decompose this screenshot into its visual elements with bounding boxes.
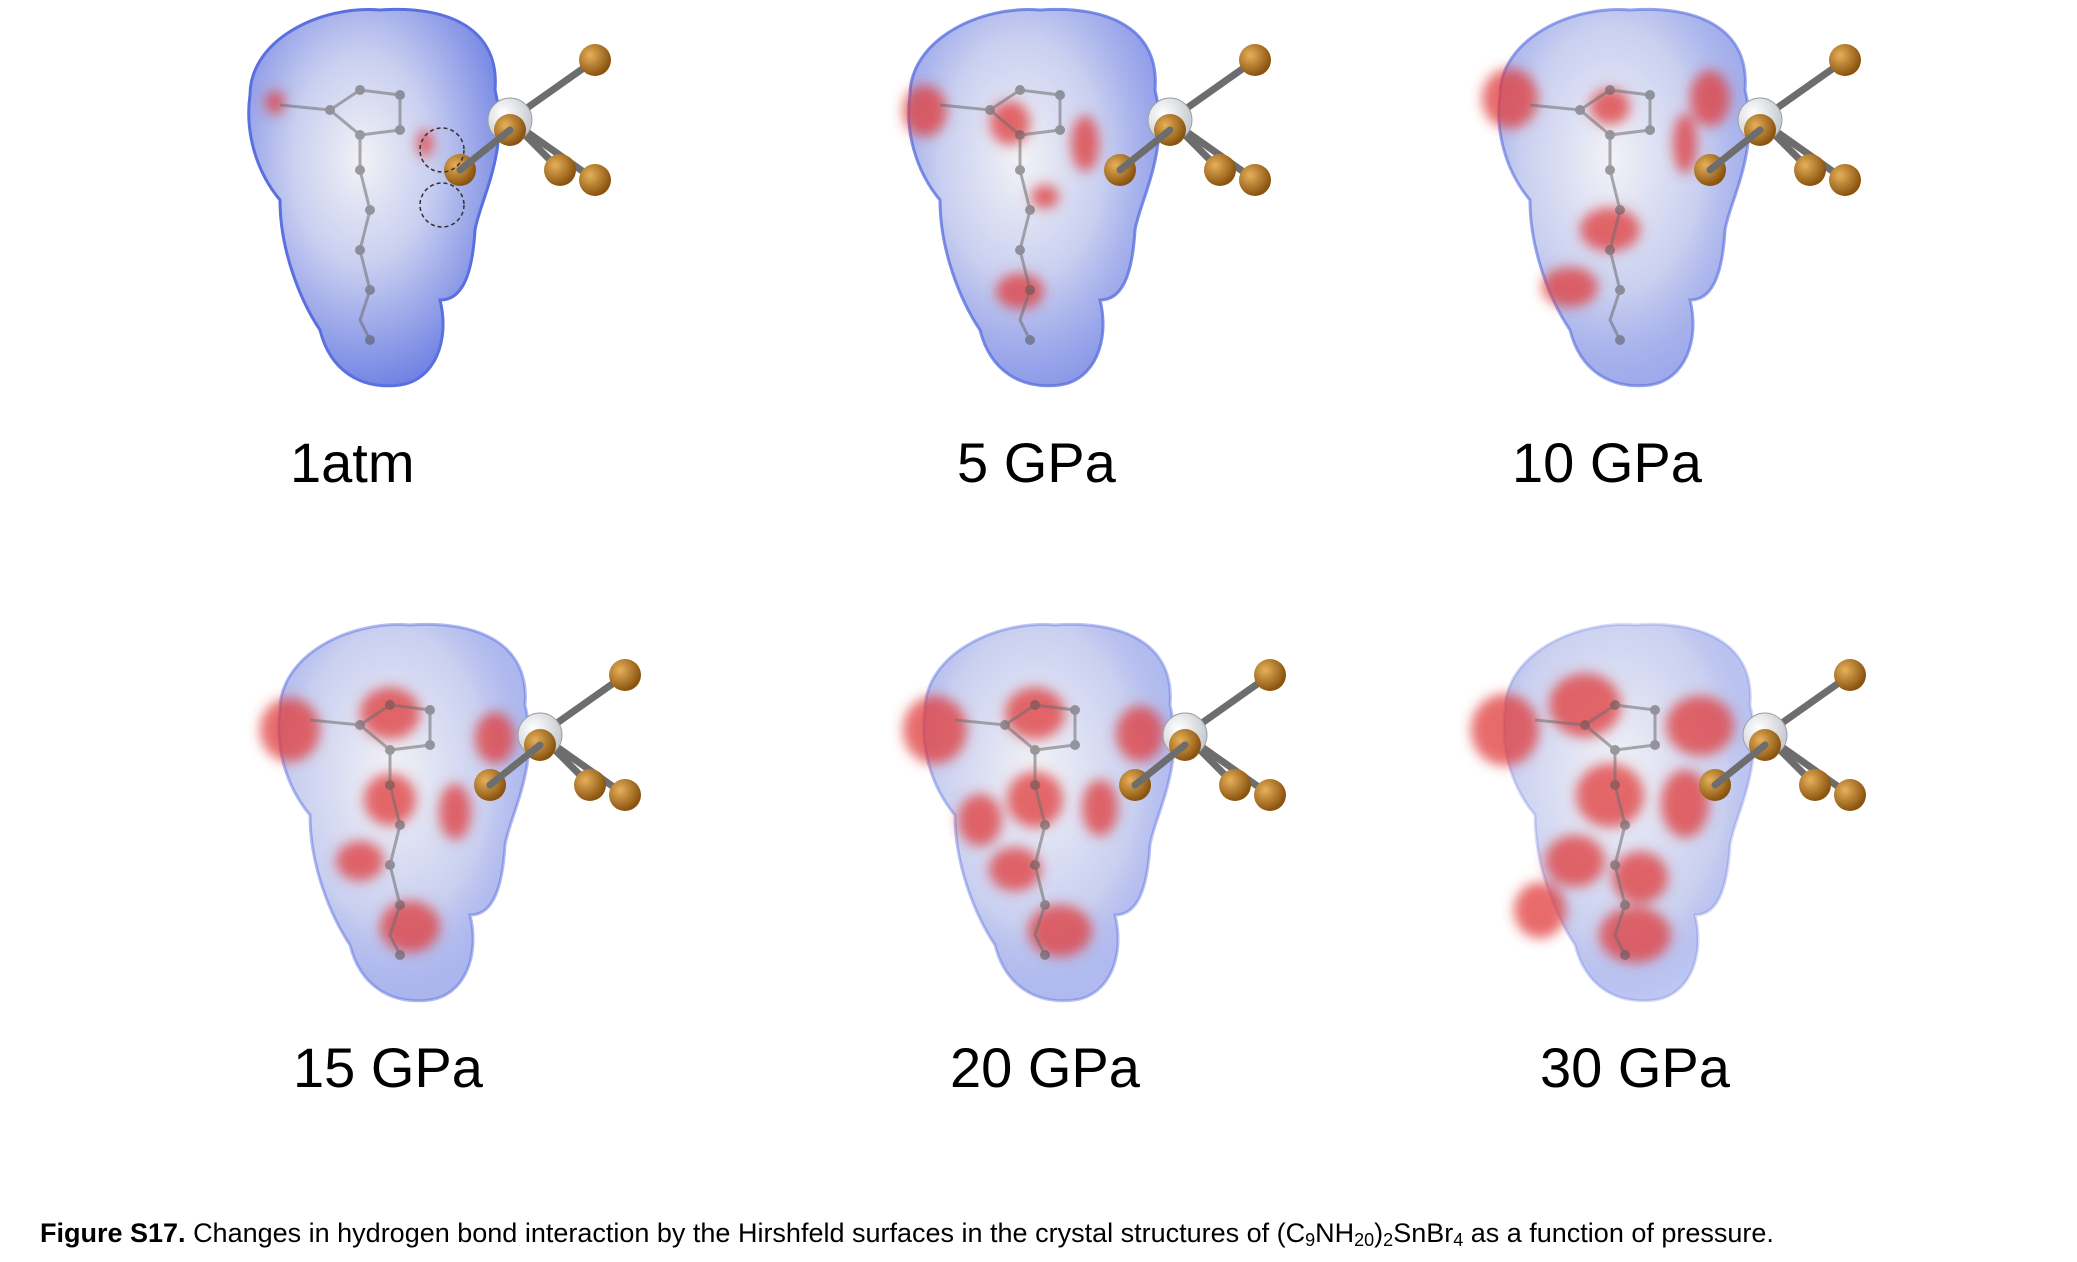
hirshfeld-surface-image <box>903 622 1286 1003</box>
panel-label: 5 GPa <box>957 431 1116 494</box>
caption-text: Changes in hydrogen bond interaction by … <box>193 1218 1306 1248</box>
caption-text: NH <box>1315 1218 1355 1248</box>
figure-label: Figure S17. <box>40 1218 186 1248</box>
panel-label: 20 GPa <box>950 1036 1140 1099</box>
hirshfeld-surface-image <box>1482 7 1861 388</box>
caption-subscript: 2 <box>1383 1230 1394 1250</box>
caption-subscript: 20 <box>1354 1230 1375 1250</box>
panel-1atm <box>210 0 810 388</box>
panel-15gpa <box>240 615 840 1003</box>
panel-label: 10 GPa <box>1512 431 1702 494</box>
hirshfeld-surface <box>260 622 531 1003</box>
panel-5gpa <box>870 0 1470 388</box>
hirshfeld-surface <box>903 7 1161 388</box>
hirshfeld-surface <box>1471 622 1756 1003</box>
hirshfeld-surface <box>247 7 501 388</box>
panel-30gpa <box>1465 615 2065 1003</box>
hirshfeld-surface-image <box>903 7 1271 388</box>
caption-text: as a function of pressure. <box>1463 1218 1774 1248</box>
caption-text: ) <box>1374 1218 1384 1248</box>
panel-label: 15 GPa <box>293 1036 483 1099</box>
hirshfeld-surface-image <box>247 7 611 388</box>
hirshfeld-surface <box>1482 7 1751 388</box>
panel-10gpa <box>1460 0 2060 388</box>
hirshfeld-surface <box>903 622 1176 1003</box>
hirshfeld-surface-image <box>260 622 641 1003</box>
panel-20gpa <box>885 615 1485 1003</box>
panel-label: 1atm <box>290 431 415 494</box>
hirshfeld-surface-image <box>1471 622 1866 1003</box>
caption-subscript: 9 <box>1305 1230 1316 1250</box>
caption-subscript: 4 <box>1453 1230 1464 1250</box>
figure-caption: Figure S17. Changes in hydrogen bond int… <box>40 1218 1774 1251</box>
panel-label: 30 GPa <box>1540 1036 1730 1099</box>
caption-text: SnBr <box>1393 1218 1454 1248</box>
